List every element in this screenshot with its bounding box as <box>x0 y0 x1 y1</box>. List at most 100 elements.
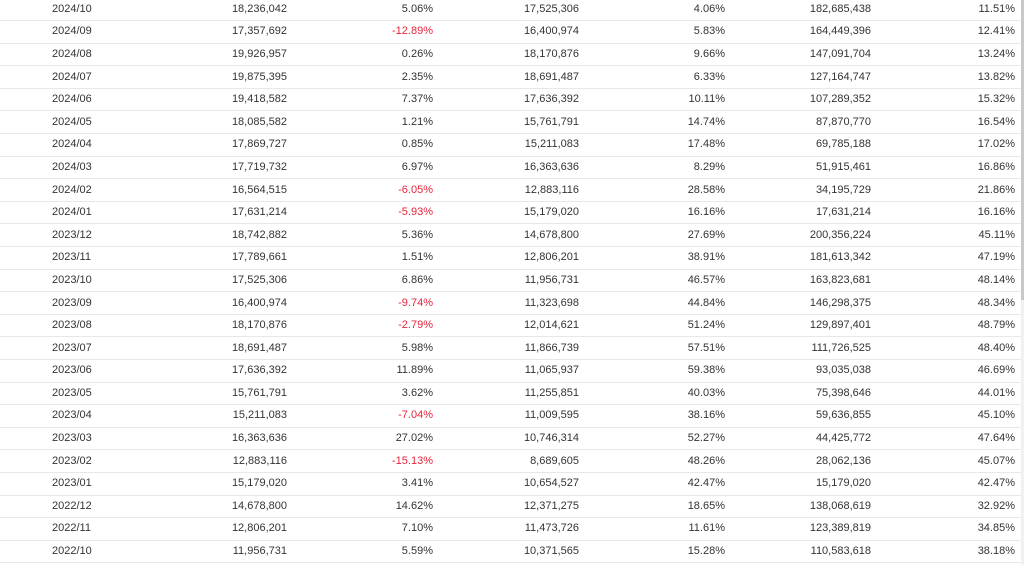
value-2-cell: 11,866,739 <box>439 336 585 360</box>
month-cell: 2023/09 <box>0 291 98 315</box>
value-1-cell: 16,400,974 <box>98 291 293 315</box>
month-cell: 2024/06 <box>0 88 98 112</box>
percent-3-cell: 34.85% <box>877 517 1021 541</box>
table-row: 2023/01 15,179,020 3.41% 10,654,527 42.4… <box>0 472 1021 496</box>
percent-1-cell: 5.06% <box>293 0 439 22</box>
percent-2-cell: 57.51% <box>585 336 731 360</box>
percent-2-cell: 38.16% <box>585 404 731 428</box>
percent-1-cell: -7.04% <box>293 404 439 428</box>
percent-3-cell: 44.01% <box>877 382 1021 406</box>
table-row: 2024/08 19,926,957 0.26% 18,170,876 9.66… <box>0 43 1021 67</box>
percent-1-cell: 5.36% <box>293 223 439 248</box>
month-cell: 2022/11 <box>0 517 98 541</box>
percent-2-cell: 28.58% <box>585 178 731 202</box>
percent-3-cell: 48.34% <box>877 291 1021 315</box>
month-cell: 2024/01 <box>0 201 98 225</box>
value-3-cell: 127,164,747 <box>731 65 877 89</box>
value-1-cell: 17,357,692 <box>98 20 293 44</box>
table-row: 2023/12 18,742,882 5.36% 14,678,800 27.6… <box>0 223 1021 248</box>
month-cell: 2023/05 <box>0 382 98 406</box>
value-1-cell: 15,761,791 <box>98 382 293 406</box>
percent-2-cell: 8.29% <box>585 156 731 180</box>
percent-2-cell: 11.61% <box>585 517 731 541</box>
table-row: 2023/08 18,170,876 -2.79% 12,014,621 51.… <box>0 314 1021 338</box>
value-1-cell: 17,719,732 <box>98 156 293 180</box>
value-3-cell: 44,425,772 <box>731 427 877 451</box>
percent-1-cell: 11.89% <box>293 359 439 383</box>
table-row: 2023/07 18,691,487 5.98% 11,866,739 57.5… <box>0 336 1021 360</box>
percent-2-cell: 15.28% <box>585 540 731 564</box>
vertical-scrollbar[interactable] <box>1021 0 1024 565</box>
percent-1-cell: 3.41% <box>293 472 439 496</box>
value-3-cell: 69,785,188 <box>731 133 877 157</box>
value-3-cell: 34,195,729 <box>731 178 877 202</box>
scrollbar-thumb[interactable] <box>1021 0 1024 300</box>
percent-3-cell: 45.07% <box>877 449 1021 473</box>
value-2-cell: 17,525,306 <box>439 0 585 22</box>
percent-1-cell: 27.02% <box>293 427 439 451</box>
value-2-cell: 10,654,527 <box>439 472 585 496</box>
month-cell: 2023/03 <box>0 427 98 451</box>
table-row: 2023/04 15,211,083 -7.04% 11,009,595 38.… <box>0 404 1021 428</box>
value-1-cell: 18,236,042 <box>98 0 293 22</box>
value-2-cell: 11,473,726 <box>439 517 585 541</box>
table-row: 2023/05 15,761,791 3.62% 11,255,851 40.0… <box>0 382 1021 406</box>
percent-1-cell: -5.93% <box>293 201 439 225</box>
month-cell: 2022/12 <box>0 495 98 519</box>
percent-2-cell: 14.74% <box>585 110 731 135</box>
value-2-cell: 12,806,201 <box>439 246 585 270</box>
value-3-cell: 87,870,770 <box>731 110 877 135</box>
value-1-cell: 18,742,882 <box>98 223 293 248</box>
percent-1-cell: -12.89% <box>293 20 439 44</box>
month-cell: 2022/10 <box>0 540 98 564</box>
value-2-cell: 10,371,565 <box>439 540 585 564</box>
value-3-cell: 163,823,681 <box>731 269 877 293</box>
percent-2-cell: 4.06% <box>585 0 731 22</box>
value-3-cell: 51,915,461 <box>731 156 877 180</box>
value-2-cell: 14,678,800 <box>439 223 585 248</box>
percent-1-cell: -9.74% <box>293 291 439 315</box>
value-2-cell: 11,065,937 <box>439 359 585 383</box>
value-2-cell: 11,009,595 <box>439 404 585 428</box>
percent-1-cell: 5.98% <box>293 336 439 360</box>
month-cell: 2024/04 <box>0 133 98 157</box>
percent-3-cell: 13.24% <box>877 43 1021 67</box>
value-3-cell: 17,631,214 <box>731 201 877 225</box>
percent-2-cell: 27.69% <box>585 223 731 248</box>
table-row: 2023/03 16,363,636 27.02% 10,746,314 52.… <box>0 427 1021 451</box>
percent-1-cell: -6.05% <box>293 178 439 202</box>
percent-2-cell: 52.27% <box>585 427 731 451</box>
value-3-cell: 15,179,020 <box>731 472 877 496</box>
value-3-cell: 164,449,396 <box>731 20 877 44</box>
table-row: 2023/10 17,525,306 6.86% 11,956,731 46.5… <box>0 269 1021 293</box>
value-1-cell: 19,418,582 <box>98 88 293 112</box>
value-1-cell: 16,564,515 <box>98 178 293 202</box>
value-2-cell: 8,689,605 <box>439 449 585 473</box>
percent-3-cell: 16.86% <box>877 156 1021 180</box>
month-cell: 2023/10 <box>0 269 98 293</box>
value-1-cell: 11,956,731 <box>98 540 293 564</box>
value-3-cell: 146,298,375 <box>731 291 877 315</box>
percent-2-cell: 44.84% <box>585 291 731 315</box>
percent-2-cell: 16.16% <box>585 201 731 225</box>
percent-3-cell: 32.92% <box>877 495 1021 519</box>
value-2-cell: 11,956,731 <box>439 269 585 293</box>
month-cell: 2024/07 <box>0 65 98 89</box>
value-3-cell: 28,062,136 <box>731 449 877 473</box>
value-2-cell: 12,371,275 <box>439 495 585 519</box>
percent-1-cell: 0.85% <box>293 133 439 157</box>
table-row: 2024/02 16,564,515 -6.05% 12,883,116 28.… <box>0 178 1021 202</box>
value-3-cell: 129,897,401 <box>731 314 877 338</box>
percent-3-cell: 45.10% <box>877 404 1021 428</box>
percent-3-cell: 21.86% <box>877 178 1021 202</box>
value-2-cell: 12,014,621 <box>439 314 585 338</box>
percent-3-cell: 38.18% <box>877 540 1021 564</box>
table-row: 2022/10 11,956,731 5.59% 10,371,565 15.2… <box>0 540 1021 564</box>
value-1-cell: 17,636,392 <box>98 359 293 383</box>
percent-2-cell: 18.65% <box>585 495 731 519</box>
value-3-cell: 123,389,819 <box>731 517 877 541</box>
table-row: 2024/03 17,719,732 6.97% 16,363,636 8.29… <box>0 156 1021 180</box>
percent-3-cell: 48.40% <box>877 336 1021 360</box>
percent-1-cell: 7.37% <box>293 88 439 112</box>
